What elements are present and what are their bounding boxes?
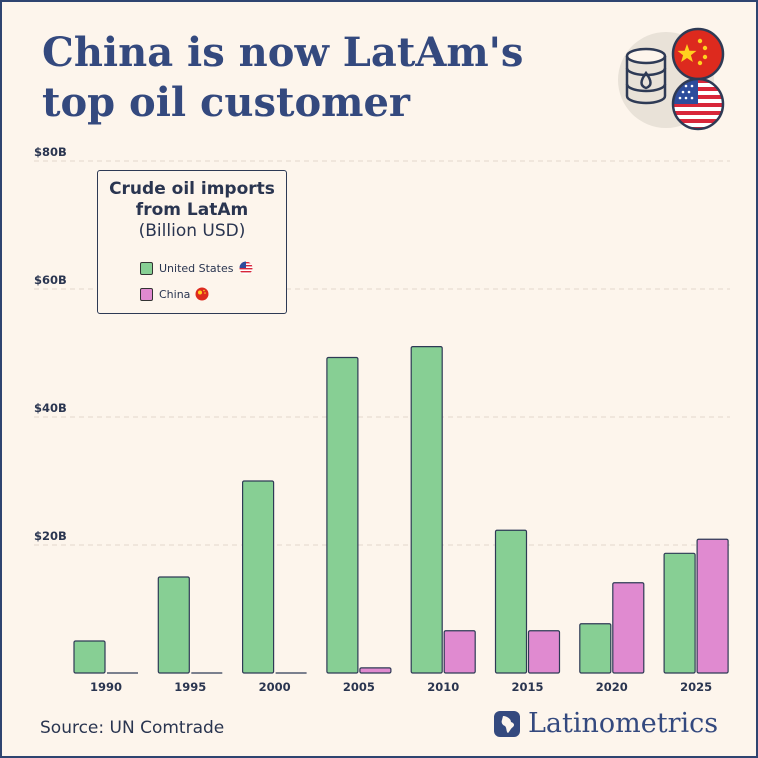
legend-label-us: United States xyxy=(159,261,234,275)
bar-chart: $20B $40B $60B $80B 1990 1995 2000 2005 2010 2015… xyxy=(34,145,730,694)
bar-china xyxy=(359,667,392,674)
y-tick-label: $80B xyxy=(34,145,67,159)
x-tick-label: 2000 xyxy=(259,680,291,694)
china-flag-icon xyxy=(671,27,725,81)
legend-item-us: United States xyxy=(140,261,253,275)
china-flag-icon xyxy=(195,287,209,301)
oil-barrel-icon xyxy=(625,47,667,105)
legend-swatch-china xyxy=(140,287,153,301)
legend-item-china: China xyxy=(140,287,209,301)
page-title: China is now LatAm's top oil customer xyxy=(42,29,524,126)
bar-china xyxy=(612,582,645,674)
x-tick-label: 2010 xyxy=(427,680,459,694)
y-tick-label: $40B xyxy=(34,401,67,415)
x-tick-label: 1995 xyxy=(174,680,206,694)
chart-legend: Crude oil imports from LatAm (Billion US… xyxy=(97,170,287,314)
y-tick-label: $60B xyxy=(34,273,67,287)
legend-title: Crude oil imports from LatAm (Billion US… xyxy=(98,179,286,242)
y-tick-label: $20B xyxy=(34,529,67,543)
chart-subtitle: (Billion USD) xyxy=(138,221,246,241)
bar-us xyxy=(157,576,190,674)
bar-us xyxy=(410,346,443,674)
latinometrics-logo-icon xyxy=(494,710,520,737)
x-tick-label: 2005 xyxy=(343,680,375,694)
bar-us xyxy=(73,640,106,674)
legend-label-china: China xyxy=(159,287,191,301)
brand-name: Latinometrics xyxy=(528,708,719,739)
us-flag-icon xyxy=(239,261,252,275)
bar-us xyxy=(579,623,612,674)
bar-us xyxy=(326,356,359,674)
legend-swatch-us xyxy=(140,261,153,275)
header-icons xyxy=(618,27,725,131)
bar-china xyxy=(443,630,476,674)
chart-title: Crude oil imports from LatAm xyxy=(109,179,275,220)
bar-us xyxy=(242,480,275,674)
x-tick-label: 1990 xyxy=(90,680,122,694)
bar-china xyxy=(696,538,729,674)
x-tick-label: 2020 xyxy=(596,680,628,694)
x-tick-label: 2025 xyxy=(680,680,712,694)
source-note: Source: UN Comtrade xyxy=(40,718,225,738)
x-tick-label: 2015 xyxy=(511,680,543,694)
bar-us xyxy=(663,552,696,674)
us-flag-icon xyxy=(671,77,725,131)
bar-us xyxy=(494,529,528,674)
brand-logo: Latinometrics xyxy=(494,708,718,739)
bar-china xyxy=(527,630,561,674)
